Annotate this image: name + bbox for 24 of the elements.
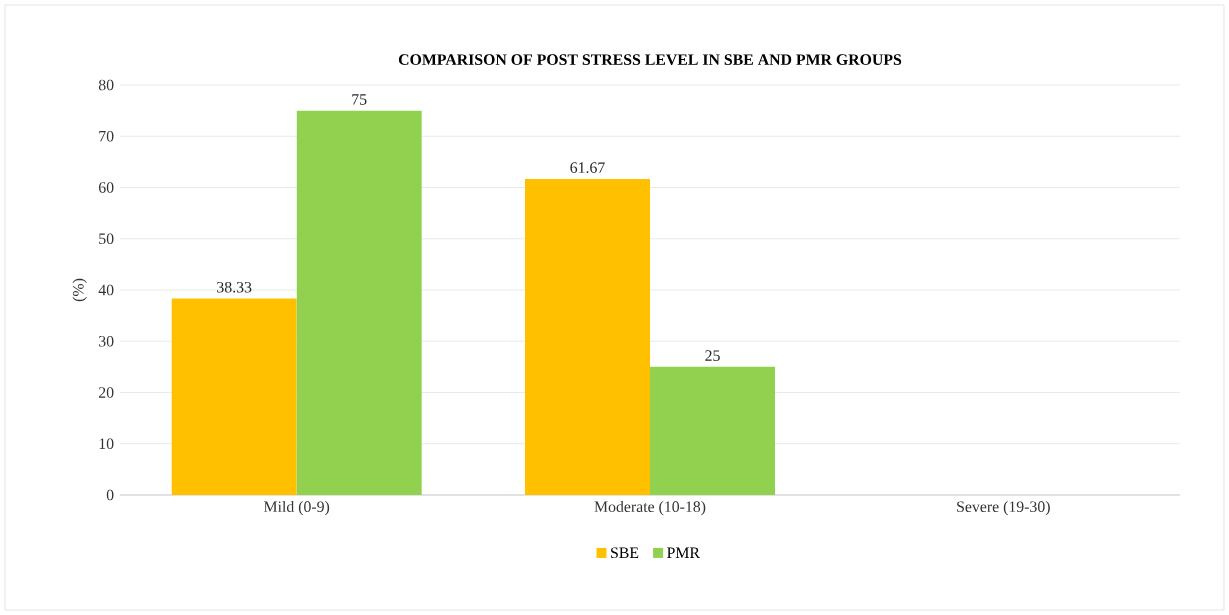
y-tick-label: 0 [106,489,114,501]
legend-label: PMR [667,547,700,558]
y-tick-label: 40 [98,284,114,296]
y-tick-label: 20 [98,387,114,398]
y-tick-label: 10 [99,438,114,450]
x-tick-label: Severe (19-30) [957,500,1050,516]
legend-label: SBE [611,547,639,559]
chart-title: COMPARISON OF POST STRESS LEVEL IN SBE AND PMR GROUPS [398,54,902,66]
data-label: 61.67 [570,162,605,174]
data-label: 75 [352,94,367,105]
y-axis-title: (%) [72,278,87,302]
y-tick-label: 60 [98,182,114,193]
bar [296,110,422,495]
bar [525,178,650,495]
y-tick-label: 80 [98,79,114,91]
y-tick-label: 50 [99,233,114,245]
bar [171,298,297,495]
data-label: 38.33 [217,281,252,293]
x-tick-label: Moderate (10-18) [594,500,706,516]
data-label: 25 [705,350,720,361]
bar [650,366,775,495]
y-tick-label: 70 [99,130,114,142]
x-tick-label: Mild (0-9) [263,500,330,516]
y-tick-label: 30 [99,335,114,347]
